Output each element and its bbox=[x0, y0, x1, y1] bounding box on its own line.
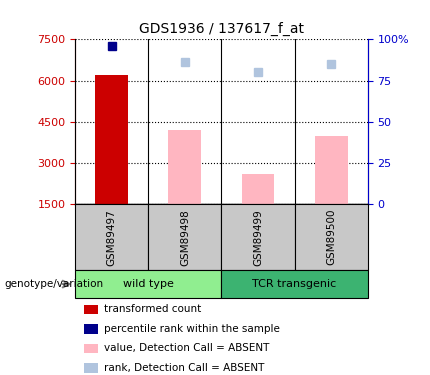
Bar bbox=[242, 174, 274, 204]
Text: GSM89498: GSM89498 bbox=[180, 209, 190, 266]
Bar bbox=[315, 136, 347, 204]
Text: GSM89500: GSM89500 bbox=[326, 209, 336, 266]
Bar bbox=[95, 75, 128, 204]
Bar bbox=[75, 204, 148, 270]
Text: wild type: wild type bbox=[123, 279, 174, 289]
Text: rank, Detection Call = ABSENT: rank, Detection Call = ABSENT bbox=[104, 363, 264, 373]
Text: GSM89497: GSM89497 bbox=[107, 209, 117, 266]
Text: percentile rank within the sample: percentile rank within the sample bbox=[104, 324, 280, 334]
Text: genotype/variation: genotype/variation bbox=[4, 279, 104, 289]
Bar bbox=[75, 270, 221, 298]
Bar bbox=[169, 130, 201, 204]
Text: value, Detection Call = ABSENT: value, Detection Call = ABSENT bbox=[104, 344, 270, 353]
Text: GSM89499: GSM89499 bbox=[253, 209, 263, 266]
Bar bbox=[295, 204, 368, 270]
Text: transformed count: transformed count bbox=[104, 304, 201, 314]
Bar bbox=[221, 204, 295, 270]
Text: TCR transgenic: TCR transgenic bbox=[252, 279, 337, 289]
Bar bbox=[148, 204, 221, 270]
Title: GDS1936 / 137617_f_at: GDS1936 / 137617_f_at bbox=[139, 21, 304, 36]
Bar bbox=[221, 270, 368, 298]
